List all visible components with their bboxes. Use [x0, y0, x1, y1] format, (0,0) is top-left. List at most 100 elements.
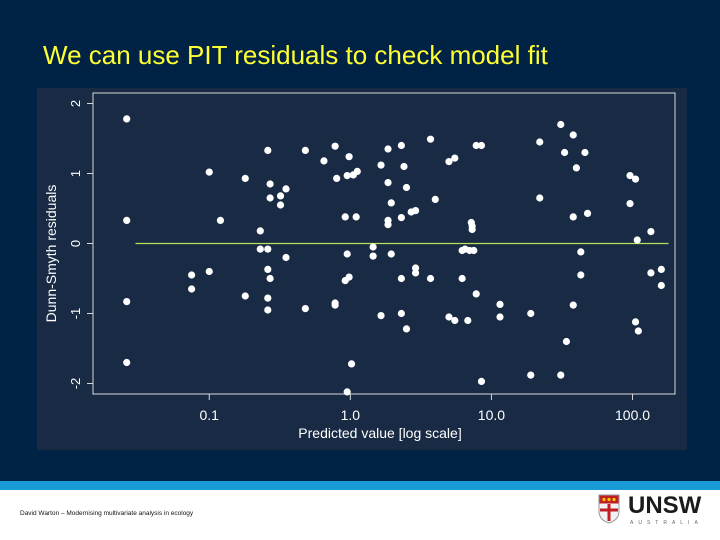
y-tick-label: 0 [68, 240, 83, 247]
data-point [264, 265, 272, 273]
data-point [557, 371, 565, 379]
data-point [397, 214, 405, 222]
data-point [343, 172, 351, 180]
data-point [431, 195, 439, 203]
data-point [451, 316, 459, 325]
data-point [345, 153, 353, 161]
data-point [343, 250, 351, 258]
footer: David Warton – Modernising multivariate … [0, 490, 720, 540]
data-point [496, 313, 504, 321]
data-point [472, 290, 480, 298]
data-point [445, 158, 453, 166]
data-point [451, 154, 459, 162]
data-point [347, 360, 356, 368]
data-point [426, 135, 435, 143]
data-point [301, 305, 309, 313]
data-point [331, 142, 339, 150]
data-point [266, 180, 274, 188]
data-point [123, 358, 131, 367]
data-point [527, 371, 535, 379]
x-axis-title: Predicted value [log scale] [298, 425, 461, 441]
data-point [387, 199, 395, 207]
data-point [577, 248, 585, 256]
data-point [397, 309, 405, 318]
unsw-wordmark: UNSW [628, 492, 702, 519]
data-point [216, 216, 225, 224]
residual-scatter-chart: 0.1 1.0 10.0 100.0 -2 -1 0 1 2 Predicted value [l… [43, 92, 676, 441]
data-point [241, 174, 249, 182]
y-tick-label: 1 [68, 170, 83, 177]
x-tick-label: 1.0 [341, 407, 361, 423]
data-points [123, 115, 665, 396]
slide-title: We can use PIT residuals to check model … [43, 40, 548, 70]
axes [87, 92, 676, 400]
data-point [384, 179, 392, 187]
data-point [470, 246, 478, 255]
data-point [264, 245, 272, 253]
data-point [352, 213, 360, 221]
data-point [123, 115, 131, 123]
y-axis-title: Dunn-Smyth residuals [43, 185, 59, 323]
data-point [647, 269, 655, 277]
data-point [626, 172, 634, 180]
data-point [657, 265, 665, 273]
data-point [557, 120, 565, 129]
data-point [458, 274, 466, 283]
data-point [384, 221, 392, 229]
data-point [402, 325, 411, 333]
data-point [626, 200, 634, 208]
x-tick-label: 100.0 [615, 407, 650, 423]
data-point [647, 228, 655, 236]
data-point [472, 141, 480, 150]
y-tick-label: 2 [68, 100, 83, 107]
data-point [633, 236, 641, 244]
data-point [333, 174, 341, 182]
data-point [634, 327, 642, 335]
data-point [341, 213, 349, 221]
data-point [468, 225, 476, 234]
footer-text: David Warton – Modernising multivariate … [20, 510, 194, 517]
plot-panel: 0.1 1.0 10.0 100.0 -2 -1 0 1 2 Predicted value [l… [37, 88, 687, 450]
data-point [256, 227, 264, 235]
data-point [397, 274, 405, 283]
data-point [264, 146, 272, 154]
data-point [400, 162, 408, 171]
data-point [331, 299, 339, 307]
data-point [445, 313, 453, 321]
data-point [123, 298, 131, 306]
data-point [657, 281, 665, 290]
data-point [320, 157, 328, 165]
data-point [353, 167, 361, 175]
data-point [345, 273, 353, 281]
data-point [569, 213, 577, 221]
data-point [569, 131, 577, 139]
data-point [426, 274, 435, 283]
y-tick-label: -1 [68, 308, 83, 320]
x-tick-label: 0.1 [200, 407, 220, 423]
data-point [631, 318, 640, 326]
unsw-subtitle: AUSTRALIA [630, 520, 703, 526]
x-tick-label: 10.0 [478, 407, 505, 423]
data-point [631, 175, 640, 183]
data-point [569, 301, 577, 309]
data-point [276, 192, 285, 200]
data-point [266, 194, 274, 202]
data-point [343, 388, 351, 396]
data-point [583, 209, 592, 217]
data-point [411, 207, 420, 215]
data-point [387, 250, 395, 258]
data-point [188, 285, 196, 293]
data-point [264, 306, 272, 314]
data-point [377, 312, 385, 320]
data-point [266, 274, 274, 283]
data-point [536, 138, 544, 146]
data-point [241, 292, 249, 300]
data-point [282, 185, 290, 193]
data-point [577, 271, 585, 279]
data-point [256, 245, 264, 253]
data-point [562, 337, 571, 346]
data-point [276, 201, 285, 209]
data-point [377, 161, 385, 169]
data-point [282, 253, 290, 262]
data-point [205, 267, 213, 276]
